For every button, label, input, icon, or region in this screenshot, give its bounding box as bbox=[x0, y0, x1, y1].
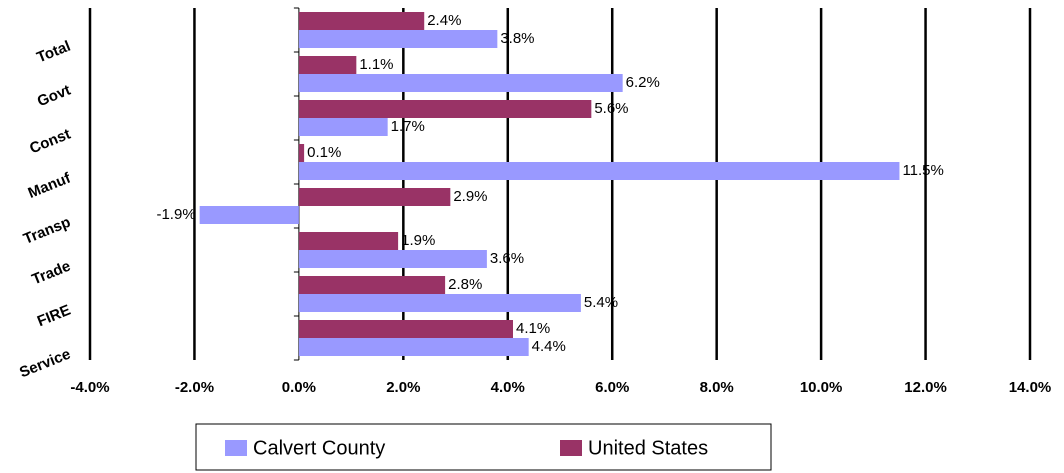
bar bbox=[298, 338, 529, 356]
x-tick-label: -2.0% bbox=[175, 379, 214, 396]
bar bbox=[298, 30, 498, 48]
bar bbox=[298, 118, 388, 136]
bar bbox=[298, 74, 623, 92]
value-label: 1.7% bbox=[391, 118, 425, 135]
value-label: 5.4% bbox=[584, 294, 618, 311]
y-tick-label: Const bbox=[27, 126, 73, 158]
value-label: 5.6% bbox=[594, 100, 628, 117]
value-label: 2.8% bbox=[448, 276, 482, 293]
value-label: -1.9% bbox=[156, 206, 195, 223]
bar bbox=[298, 294, 581, 312]
bar bbox=[298, 276, 446, 294]
bar bbox=[298, 162, 900, 180]
value-label: 3.8% bbox=[500, 30, 534, 47]
value-label: 6.2% bbox=[626, 74, 660, 91]
legend-label: United States bbox=[588, 437, 708, 459]
bar bbox=[298, 188, 451, 206]
x-tick-label: 6.0% bbox=[595, 379, 629, 396]
value-label: 2.4% bbox=[427, 12, 461, 29]
x-tick-label: 12.0% bbox=[904, 379, 947, 396]
x-tick-label: 0.0% bbox=[282, 379, 316, 396]
value-label: 4.4% bbox=[532, 338, 566, 355]
x-tick-label: 8.0% bbox=[700, 379, 734, 396]
legend-swatch bbox=[560, 440, 582, 456]
value-label: 3.6% bbox=[490, 250, 524, 267]
legend-swatch bbox=[225, 440, 247, 456]
legend-box bbox=[195, 423, 772, 471]
y-tick-label: Transp bbox=[21, 214, 73, 248]
bar bbox=[298, 12, 425, 30]
bar bbox=[298, 232, 399, 250]
bar bbox=[199, 206, 299, 224]
x-tick-label: -4.0% bbox=[70, 379, 109, 396]
y-tick-label: Total bbox=[34, 38, 73, 67]
y-tick-label: FIRE bbox=[35, 302, 73, 331]
bar bbox=[298, 56, 357, 74]
bar bbox=[298, 320, 513, 338]
bar bbox=[298, 250, 487, 268]
x-tick-label: 4.0% bbox=[491, 379, 525, 396]
x-tick-label: 14.0% bbox=[1009, 379, 1052, 396]
y-tick-label: Service bbox=[17, 346, 73, 382]
value-label: 1.9% bbox=[401, 232, 435, 249]
x-tick-label: 2.0% bbox=[386, 379, 420, 396]
value-label: 4.1% bbox=[516, 320, 550, 337]
bar bbox=[298, 144, 305, 162]
y-tick-label: Trade bbox=[30, 258, 73, 289]
value-label: 1.1% bbox=[359, 56, 393, 73]
value-label: 11.5% bbox=[902, 162, 943, 179]
y-tick-label: Govt bbox=[35, 82, 73, 111]
x-tick-label: 10.0% bbox=[800, 379, 843, 396]
bar bbox=[298, 100, 592, 118]
value-label: 0.1% bbox=[307, 144, 341, 161]
legend-label: Calvert County bbox=[253, 437, 385, 459]
y-tick-label: Manuf bbox=[26, 169, 74, 202]
value-label: 2.9% bbox=[453, 188, 487, 205]
